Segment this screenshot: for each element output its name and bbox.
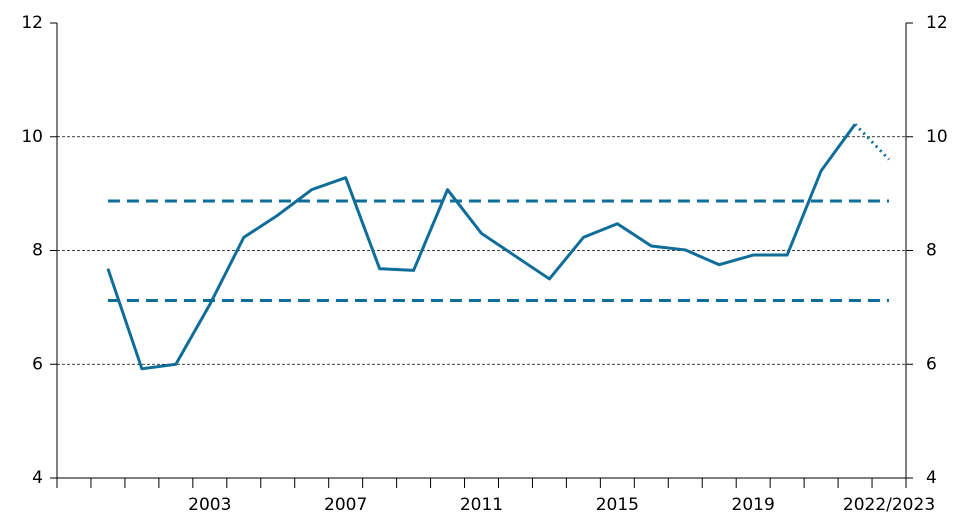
y2-tick-label: 12 <box>926 13 948 33</box>
y2-tick-label: 8 <box>926 241 937 261</box>
x-tick-label: 2019 <box>732 495 775 515</box>
series-line <box>106 123 857 371</box>
x-tick-label: 2015 <box>596 495 639 515</box>
y2-tick-label: 6 <box>926 354 937 374</box>
y-tick-label: 8 <box>32 241 43 261</box>
y-tick-label: 10 <box>21 127 43 147</box>
y-tick-label: 4 <box>32 468 43 488</box>
series-line <box>853 123 891 161</box>
y2-tick-label: 10 <box>926 127 948 147</box>
y-tick-label: 6 <box>32 354 43 374</box>
x-tick-label: 2003 <box>188 495 231 515</box>
y-tick-label: 12 <box>21 13 43 33</box>
y2-tick-label: 4 <box>926 468 937 488</box>
x-tick-label: 2007 <box>324 495 367 515</box>
x-tick-label: 2011 <box>460 495 503 515</box>
x-tick-label: 2022/2023 <box>843 495 935 515</box>
